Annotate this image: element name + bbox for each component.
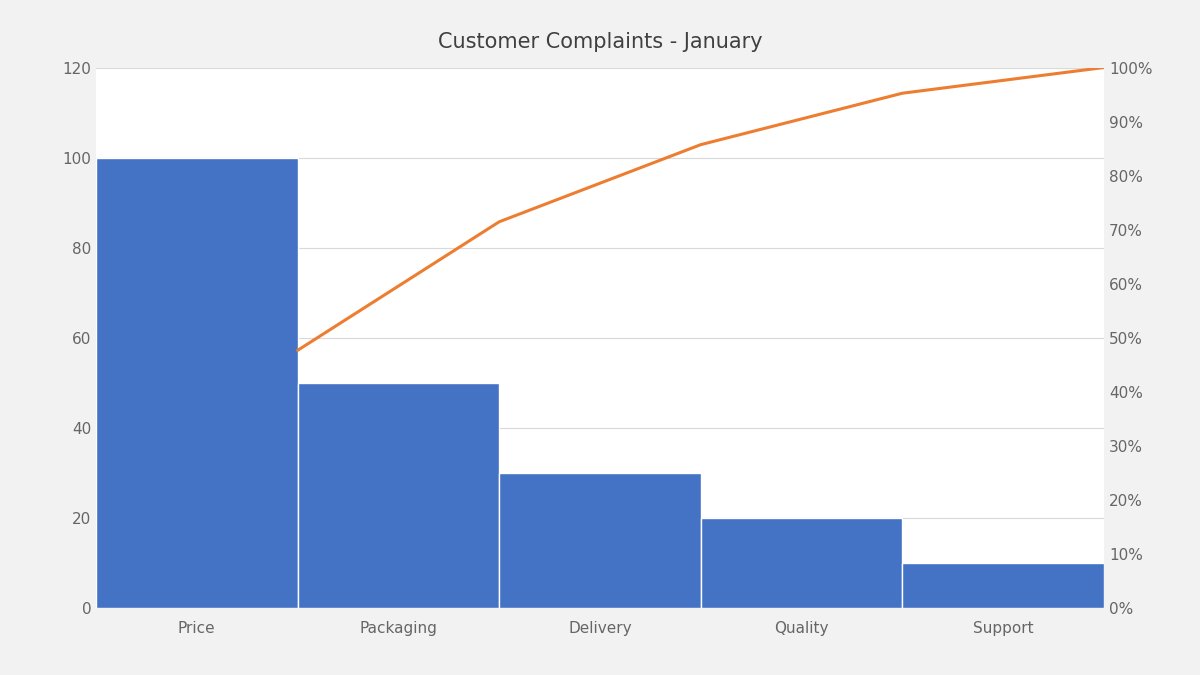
Bar [298, 383, 499, 608]
Bar [701, 518, 902, 608]
Bar [96, 157, 298, 608]
Title: Customer Complaints - January: Customer Complaints - January [438, 32, 762, 52]
Bar [499, 472, 701, 608]
Bar [902, 562, 1104, 608]
